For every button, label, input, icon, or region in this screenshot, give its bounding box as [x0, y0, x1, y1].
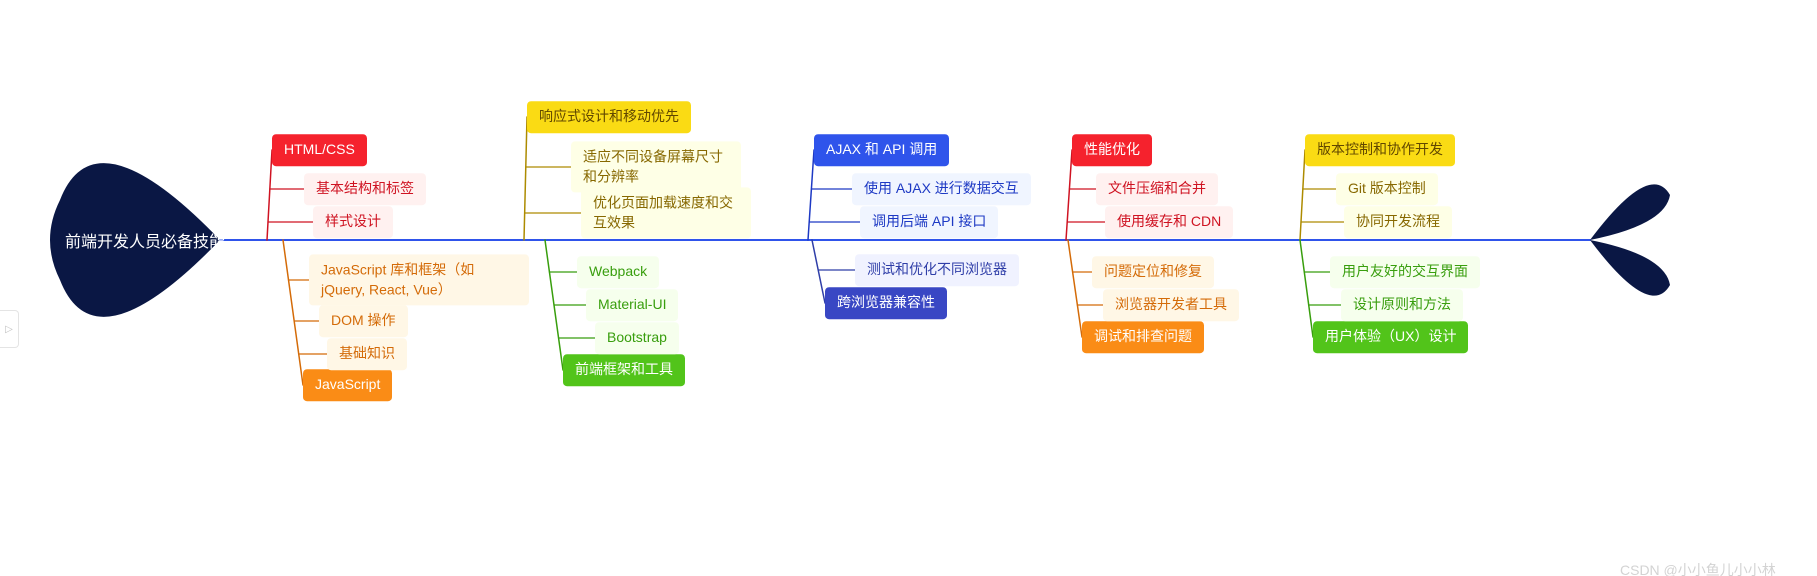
leaf-javascript-0: JavaScript 库和框架（如 jQuery, React, Vue）	[309, 254, 529, 305]
branch-javascript: JavaScript	[303, 369, 392, 401]
branch-html-css: HTML/CSS	[272, 134, 367, 166]
watermark: CSDN @小小鱼儿小小林	[1620, 560, 1776, 576]
leaf-frameworks-2: Bootstrap	[595, 322, 679, 354]
branch-frameworks: 前端框架和工具	[563, 354, 685, 386]
leaf-version-control-0: Git 版本控制	[1336, 173, 1438, 205]
branch-ajax-api: AJAX 和 API 调用	[814, 134, 949, 166]
leaf-ux-design-0: 用户友好的交互界面	[1330, 256, 1480, 288]
branch-responsive: 响应式设计和移动优先	[527, 101, 691, 133]
leaf-ajax-api-1: 调用后端 API 接口	[860, 206, 998, 238]
branch-cross-browser: 跨浏览器兼容性	[825, 287, 947, 319]
branch-version-control: 版本控制和协作开发	[1305, 134, 1455, 166]
leaf-frameworks-1: Material-UI	[586, 289, 678, 321]
leaf-version-control-1: 协同开发流程	[1344, 206, 1452, 238]
leaf-ajax-api-0: 使用 AJAX 进行数据交互	[852, 173, 1031, 205]
branch-debug: 调试和排查问题	[1082, 321, 1204, 353]
leaf-ux-design-1: 设计原则和方法	[1341, 289, 1463, 321]
leaf-performance-1: 使用缓存和 CDN	[1105, 206, 1233, 238]
branch-performance: 性能优化	[1072, 134, 1152, 166]
fishbone-head-label: 前端开发人员必备技能	[65, 228, 225, 252]
leaf-javascript-2: 基础知识	[327, 338, 407, 370]
fishbone-diagram: ▷ 前端开发人员必备技能 HTML/CSS 基本结构和标签样式设计 JavaScrip…	[0, 0, 1817, 576]
leaf-performance-0: 文件压缩和合并	[1096, 173, 1218, 205]
branch-ux-design: 用户体验（UX）设计	[1313, 321, 1468, 353]
leaf-responsive-1: 优化页面加载速度和交互效果	[581, 187, 751, 238]
leaf-debug-0: 问题定位和修复	[1092, 256, 1214, 288]
leaf-frameworks-0: Webpack	[577, 256, 659, 288]
leaf-javascript-1: DOM 操作	[319, 305, 408, 337]
leaf-responsive-0: 适应不同设备屏幕尺寸和分辨率	[571, 141, 741, 192]
side-panel-toggle[interactable]: ▷	[0, 310, 19, 348]
leaf-debug-1: 浏览器开发者工具	[1103, 289, 1239, 321]
leaf-cross-browser-0: 测试和优化不同浏览器	[855, 254, 1019, 286]
leaf-html-css-1: 样式设计	[313, 206, 393, 238]
leaf-html-css-0: 基本结构和标签	[304, 173, 426, 205]
